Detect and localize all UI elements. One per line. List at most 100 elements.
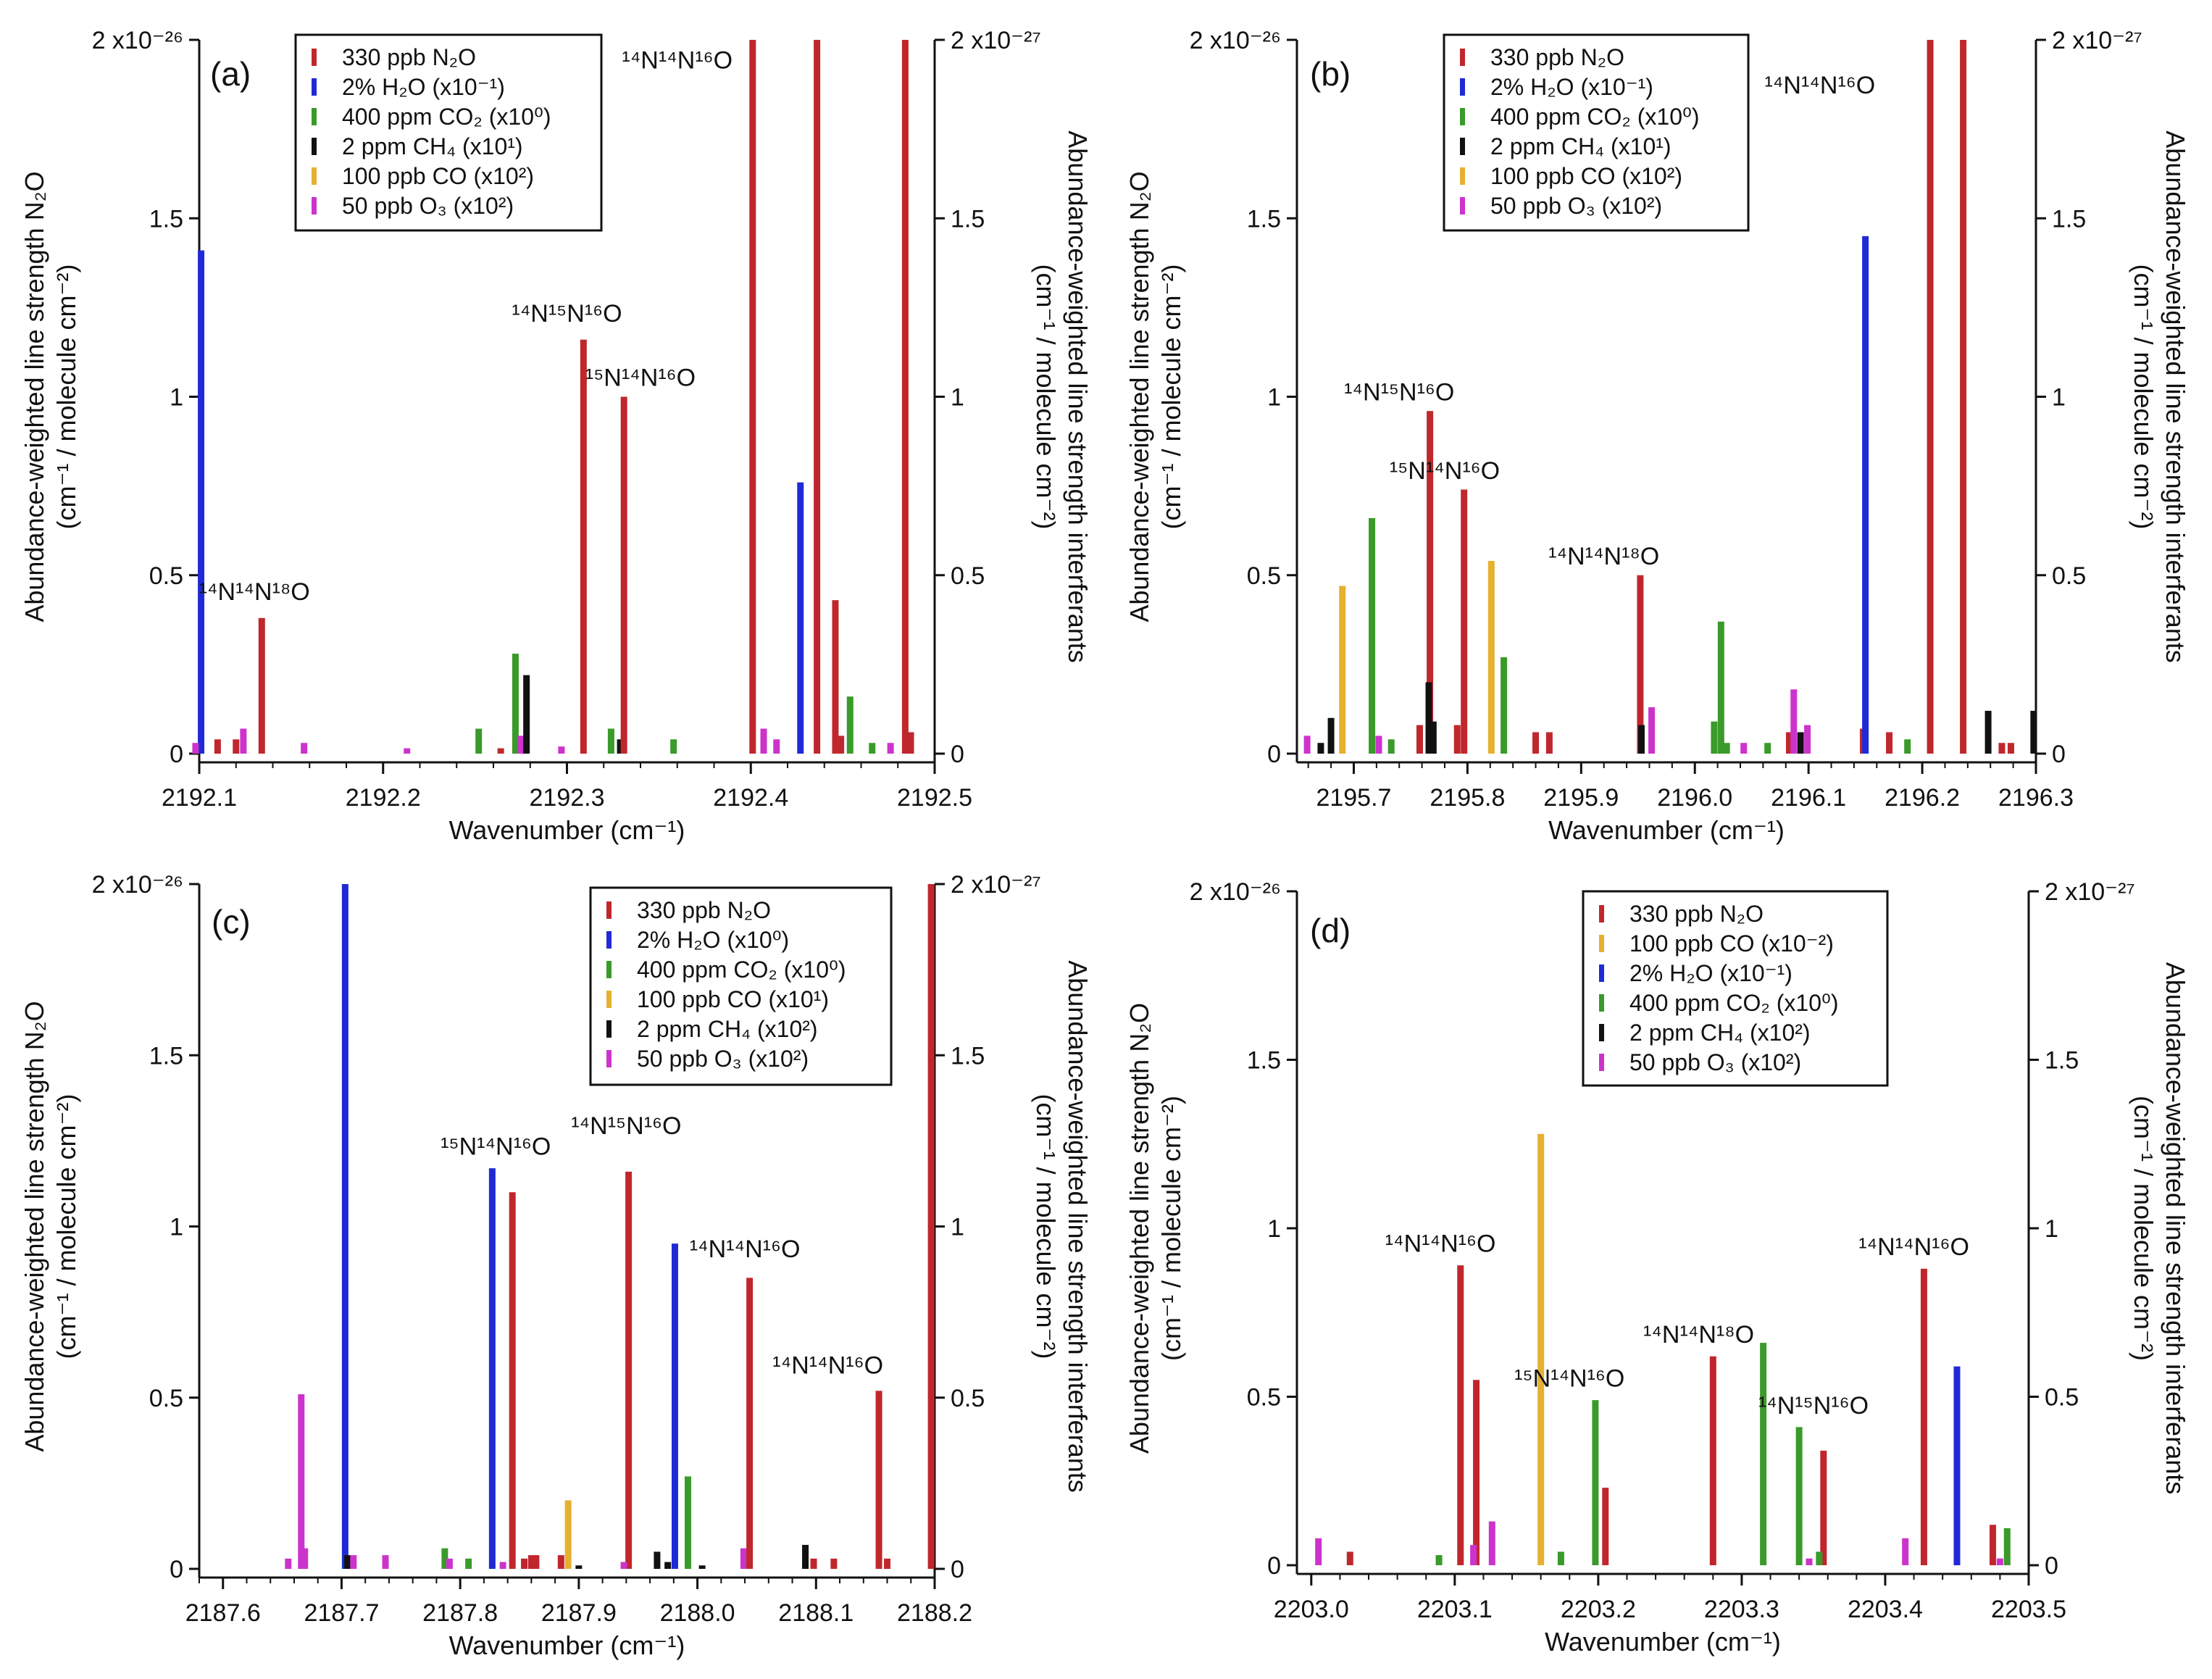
- bar-h2o: [797, 482, 804, 754]
- isotopologue-label: ¹⁴N¹⁴N¹⁶O: [1385, 1230, 1496, 1258]
- x-tick-label: 2203.3: [1704, 1596, 1779, 1623]
- y-right-tick-label: 0.5: [2045, 1384, 2079, 1412]
- bar-co2: [1387, 739, 1395, 754]
- legend-entry: 2% H₂O (x10⁻¹): [342, 74, 505, 100]
- bar-ch4: [1327, 717, 1335, 754]
- x-tick-label: 2192.3: [530, 784, 605, 812]
- bar-n2o: [1602, 1488, 1609, 1565]
- bar-ch4: [523, 675, 530, 754]
- left-axis-label-units: (cm⁻¹ / molecule cm⁻²): [51, 264, 81, 529]
- bar-n2o: [814, 40, 821, 754]
- y-left-top-tick-label: 2 x10⁻²⁶: [92, 27, 183, 54]
- bar-n2o: [557, 1555, 564, 1569]
- isotopologue-label: ¹⁴N¹⁴N¹⁶O: [1764, 72, 1875, 99]
- legend-swatch-n2o: [1599, 905, 1604, 922]
- isotopologue-label: ¹⁴N¹⁴N¹⁸O: [199, 578, 310, 606]
- bar-n2o: [907, 732, 914, 754]
- legend-entry: 50 ppb O₃ (x10²): [1629, 1049, 1801, 1075]
- bar-n2o: [1709, 1356, 1716, 1565]
- bar-n2o: [258, 617, 265, 754]
- legend-entry: 100 ppb CO (x10²): [1490, 163, 1682, 189]
- y-right-tick-label: 0.5: [951, 562, 985, 590]
- y-right-tick-label: 0.5: [951, 1385, 985, 1412]
- legend-swatch-n2o: [1460, 49, 1465, 66]
- bar-n2o: [214, 739, 221, 754]
- legend-entry: 2 ppm CH₄ (x10¹): [1490, 133, 1671, 159]
- legend-entry: 50 ppb O₃ (x10²): [637, 1046, 809, 1072]
- bar-ch4: [1984, 710, 1992, 754]
- bar-ch4: [2030, 710, 2037, 754]
- y-left-tick-label: 0.5: [1247, 1384, 1281, 1412]
- panel-a: 0 0 0.5 0.5 1 1 1.5 1.5 2 x10⁻²⁶ 2 x10⁻²⁷ 2192.1 21…: [20, 27, 1093, 845]
- panel-label: (a): [210, 55, 251, 93]
- right-axis-label-units: (cm⁻¹ / molecule cm⁻²): [1031, 264, 1061, 529]
- right-axis-label-units: (cm⁻¹ / molecule cm⁻²): [1031, 1093, 1061, 1359]
- bar-n2o: [620, 396, 627, 754]
- isotopologue-label: ¹⁴N¹⁴N¹⁸O: [1643, 1321, 1754, 1349]
- left-axis-label-units: (cm⁻¹ / molecule cm⁻²): [51, 1093, 81, 1359]
- bar-n2o: [533, 1555, 540, 1569]
- y-right-tick-label: 1: [951, 384, 964, 412]
- left-axis-label: Abundance-weighted line strength N₂O: [20, 171, 49, 622]
- y-left-tick-label: 1.5: [149, 1042, 183, 1070]
- x-axis-label: Wavenumber (cm⁻¹): [1545, 1627, 1781, 1657]
- y-left-tick-label: 0.5: [1247, 562, 1281, 590]
- y-left-tick-label: 0: [170, 741, 183, 768]
- bar-n2o: [1461, 489, 1468, 754]
- bar-n2o: [749, 40, 756, 754]
- y-left-tick-label: 0: [1267, 1552, 1281, 1580]
- left-axis-label-units: (cm⁻¹ / molecule cm⁻²): [1156, 1096, 1186, 1361]
- left-axis-label: Abundance-weighted line strength N₂O: [1124, 1003, 1154, 1454]
- left-axis-label: Abundance-weighted line strength N₂O: [1124, 171, 1154, 622]
- y-left-tick-label: 0.5: [149, 1385, 183, 1412]
- bar-n2o: [497, 748, 504, 754]
- y-right-tick-label: 1.5: [2052, 205, 2086, 233]
- panel-label: (d): [1310, 912, 1351, 949]
- x-tick-label: 2187.8: [422, 1599, 498, 1627]
- bar-co2: [1816, 1551, 1823, 1565]
- bar-co: [564, 1500, 572, 1569]
- bar-o3: [350, 1555, 357, 1569]
- bar-n2o: [1473, 1380, 1480, 1565]
- legend-swatch-o3: [312, 197, 317, 214]
- isotopologue-label: ¹⁴N¹⁵N¹⁶O: [1344, 378, 1454, 406]
- legend-swatch-ch4: [312, 138, 317, 155]
- bar-h2o: [1953, 1366, 1961, 1565]
- bar-o3: [620, 1562, 627, 1569]
- bar-o3: [192, 743, 199, 754]
- y-right-top-tick-label: 2 x10⁻²⁷: [2045, 878, 2135, 906]
- y-left-tick-label: 1: [1267, 384, 1281, 412]
- y-right-tick-label: 0: [2045, 1552, 2058, 1580]
- bar-o3: [404, 748, 411, 754]
- bar-o3: [517, 736, 525, 754]
- bar-n2o: [1960, 40, 1967, 754]
- legend-swatch-n2o: [312, 49, 317, 66]
- bar-ch4: [1430, 721, 1437, 754]
- bar-n2o: [830, 1558, 838, 1569]
- bar-co2: [1760, 1343, 1767, 1565]
- bar-n2o: [1927, 40, 1934, 754]
- bar-co2: [1904, 739, 1911, 754]
- bar-n2o: [580, 339, 587, 754]
- bar-n2o: [1920, 1268, 1927, 1565]
- bar-n2o: [527, 1555, 535, 1569]
- isotopologue-label: ¹⁴N¹⁴N¹⁶O: [690, 1236, 801, 1263]
- bar-ch4: [344, 1555, 351, 1569]
- bar-o3: [301, 1548, 309, 1569]
- legend-swatch-co2: [1460, 108, 1465, 125]
- bar-ch4: [802, 1544, 809, 1569]
- bar-co2: [1369, 517, 1376, 754]
- isotopologue-label: ¹⁴N¹⁴N¹⁶O: [622, 46, 733, 74]
- bar-n2o: [884, 1558, 891, 1569]
- bar-co2: [670, 739, 677, 754]
- bar-o3: [298, 1394, 305, 1569]
- left-axis-label-units: (cm⁻¹ / molecule cm⁻²): [1156, 264, 1186, 529]
- x-tick-label: 2188.2: [897, 1599, 972, 1627]
- legend-entry: 100 ppb CO (x10⁻²): [1629, 930, 1834, 957]
- legend-entry: 330 ppb N₂O: [1490, 44, 1624, 70]
- y-left-tick-label: 1.5: [1247, 1047, 1281, 1075]
- legend-swatch-co: [1460, 167, 1465, 185]
- legend-swatch-co2: [1599, 994, 1604, 1012]
- bar-h2o: [488, 1168, 496, 1569]
